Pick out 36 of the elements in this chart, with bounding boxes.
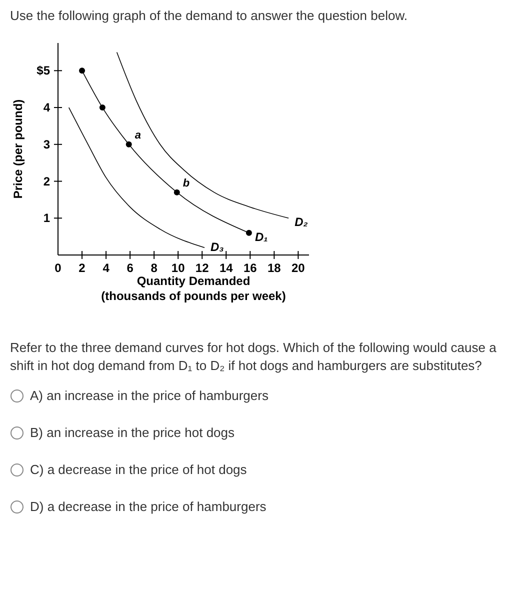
text: A) an increase in the price of hamburgers	[30, 387, 268, 405]
y-tick-label: 3	[43, 137, 50, 152]
point	[246, 230, 252, 236]
y-tick-label: 4	[43, 100, 50, 115]
x-tick-label: 10	[171, 261, 186, 275]
point	[79, 68, 86, 74]
text: D) a decrease in the price of hamburgers	[30, 498, 266, 516]
x-tick-label: 0	[54, 261, 62, 275]
x-tick-label: 8	[150, 261, 158, 275]
x-tick-label: 20	[292, 261, 306, 275]
y-tick-label: $5	[36, 64, 50, 78]
x-axis-title: Quantity Demanded (thousands of pounds per week)	[101, 274, 286, 303]
line-series	[116, 52, 289, 219]
point	[126, 141, 132, 148]
text: C) a decrease in the price of hot dogs	[30, 461, 247, 479]
point	[174, 189, 180, 196]
line-series	[68, 107, 205, 248]
x-tick-label: 14	[219, 261, 234, 275]
x-tick-label: 2	[78, 261, 86, 275]
x-tick-label: 18	[267, 261, 282, 275]
x-tick-label: 12	[195, 261, 210, 275]
x-tick-label: 16	[243, 261, 258, 275]
y-tick-label: 1	[43, 211, 50, 226]
chart-title: Use the following graph of the demand to answer the question below.	[10, 8, 408, 23]
annotation: b	[182, 177, 190, 190]
series-label: D₂	[294, 215, 308, 230]
series-label: D₁	[254, 230, 268, 244]
text: Refer to the three demand curves for hot dogs. Which of the following would cause a shift in hot dog demand from D₁ to D₂ if hot dogs and hamburgers are substitutes?	[10, 339, 498, 375]
x-tick-label: 6	[126, 261, 134, 275]
series-label: D₃	[210, 240, 224, 254]
text: B) an increase in the price hot dogs	[30, 424, 235, 442]
annotation: a	[134, 129, 141, 142]
y-axis-title: Price (per pound)	[11, 99, 25, 199]
x-tick-label: 4	[102, 261, 110, 275]
y-tick-label: 2	[43, 174, 50, 188]
point	[99, 104, 106, 111]
